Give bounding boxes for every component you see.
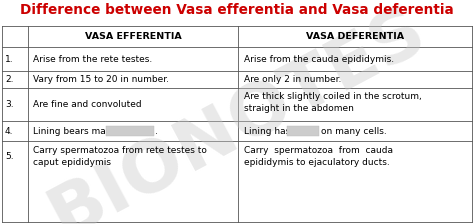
- Text: Carry spermatozoa from rete testes to: Carry spermatozoa from rete testes to: [33, 146, 207, 155]
- Bar: [106, 126, 154, 136]
- Text: 2.: 2.: [5, 75, 13, 84]
- Text: Are thick slightly coiled in the scrotum,: Are thick slightly coiled in the scrotum…: [244, 91, 422, 101]
- Text: Arise from the cauda epididymis.: Arise from the cauda epididymis.: [244, 54, 394, 63]
- Text: Difference between Vasa efferentia and Vasa deferentia: Difference between Vasa efferentia and V…: [20, 3, 454, 17]
- Text: on many cells.: on many cells.: [321, 127, 387, 136]
- Text: Lining has: Lining has: [244, 127, 290, 136]
- Text: 1.: 1.: [5, 54, 14, 63]
- Text: Lining bears many: Lining bears many: [33, 127, 117, 136]
- Text: 5.: 5.: [5, 151, 14, 161]
- Text: Are only 2 in number.: Are only 2 in number.: [244, 75, 341, 84]
- Text: epididymis to ejaculatory ducts.: epididymis to ejaculatory ducts.: [244, 157, 390, 166]
- Text: .: .: [155, 127, 158, 136]
- Bar: [287, 126, 319, 136]
- Text: VASA EFFERENTIA: VASA EFFERENTIA: [85, 32, 182, 41]
- Text: Vary from 15 to 20 in number.: Vary from 15 to 20 in number.: [33, 75, 169, 84]
- Text: straight in the abdomen: straight in the abdomen: [244, 103, 354, 112]
- Text: BIONOTES: BIONOTES: [37, 0, 437, 224]
- Text: Carry  spermatozoa  from  cauda: Carry spermatozoa from cauda: [244, 146, 393, 155]
- Text: Are fine and convoluted: Are fine and convoluted: [33, 100, 142, 109]
- Text: 3.: 3.: [5, 100, 14, 109]
- Text: 4.: 4.: [5, 127, 13, 136]
- Text: caput epididymis: caput epididymis: [33, 157, 111, 166]
- Text: Arise from the rete testes.: Arise from the rete testes.: [33, 54, 152, 63]
- Text: VASA DEFERENTIA: VASA DEFERENTIA: [306, 32, 404, 41]
